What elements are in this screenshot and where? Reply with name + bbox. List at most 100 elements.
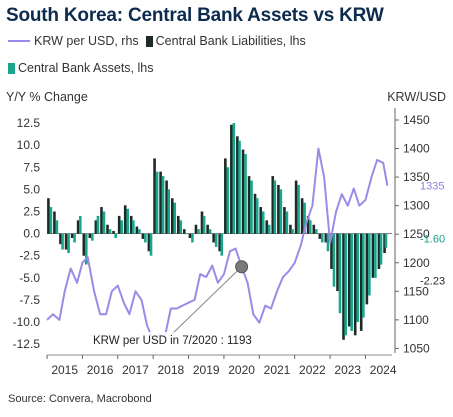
- liabilities-bar-12: [117, 215, 121, 234]
- liabilities-bar-23: [182, 229, 186, 234]
- assets-bar-36: [261, 211, 265, 234]
- liabilities-bar-8: [94, 220, 98, 234]
- left-tick-label-4: 2.5: [23, 204, 40, 218]
- assets-bar-52: [356, 233, 359, 323]
- left-tick-label-1: 10.0: [17, 138, 41, 152]
- liabilities-bar-48: [330, 233, 333, 269]
- x-tick-label-5: 2020: [228, 363, 255, 377]
- liabilities-bar-47: [324, 233, 328, 243]
- legend-row-2: Central Bank Assets, lhs: [8, 61, 153, 75]
- liabilities-bar-4: [70, 233, 74, 239]
- assets-bar-18: [155, 171, 159, 234]
- liabilities-bar-20: [165, 180, 168, 234]
- liabilities-bar-0: [47, 198, 50, 234]
- left-tick-label-5: 0.0: [23, 227, 40, 241]
- liabilities-bar-35: [253, 193, 257, 234]
- assets-bar-20: [167, 189, 171, 234]
- left-tick-label-0: 12.5: [17, 116, 41, 130]
- liabilities-bar-41: [289, 224, 292, 234]
- liabilities-bar-6: [82, 233, 86, 256]
- left-tick-label-3: 5.0: [23, 182, 40, 196]
- legend-label-krw: KRW per USD, rhs: [34, 34, 139, 48]
- liabilities-bar-2: [59, 233, 62, 245]
- assets-bar-28: [214, 233, 218, 247]
- legend-swatch-assets: [8, 62, 15, 74]
- assets-bar-26: [202, 215, 206, 234]
- assets-bar-56: [379, 233, 383, 265]
- chart-title: South Korea: Central Bank Assets vs KRW: [6, 5, 384, 26]
- assets-bar-40: [285, 211, 289, 234]
- assets-bar-32: [238, 140, 241, 234]
- annotation-marker: [235, 260, 249, 274]
- assets-bar-49: [338, 233, 342, 314]
- legend-swatch-krw: [8, 40, 30, 42]
- x-tick-label-1: 2016: [87, 363, 114, 377]
- legend-label-liabilities: Central Bank Liabilities, lhs: [155, 34, 306, 48]
- liabilities-bar-52: [353, 233, 357, 336]
- liabilities-bar-9: [100, 207, 103, 234]
- left-tick-label-9: -10.0: [13, 315, 41, 329]
- liabilities-bar-53: [359, 233, 363, 331]
- liabilities-bar-45: [312, 224, 316, 234]
- liabilities-bar-36: [259, 207, 263, 234]
- liabilities-bar-32: [236, 136, 239, 234]
- left-axis-title: Y/Y % Change: [6, 90, 88, 104]
- left-tick-label-2: 7.5: [23, 160, 40, 174]
- assets-bar-25: [197, 229, 200, 234]
- right-tick-label-7: 1100: [403, 313, 429, 327]
- liabilities-bar-22: [176, 215, 180, 234]
- liabilities-bar-49: [336, 233, 339, 292]
- assets-bar-12: [120, 220, 123, 234]
- x-tick-label-8: 2023: [334, 363, 361, 377]
- right-tick-label-6: 1150: [403, 284, 429, 298]
- assets-bar-53: [362, 233, 365, 318]
- x-tick-label-2: 2017: [122, 363, 149, 377]
- liabilities-bar-30: [224, 158, 227, 234]
- liabilities-bar-18: [153, 158, 156, 234]
- x-tick-label-9: 2024: [370, 363, 397, 377]
- x-tick-label-3: 2018: [157, 363, 184, 377]
- legend-row-1: KRW per USD, rhs Central Bank Liabilitie…: [8, 34, 306, 48]
- x-tick-label-0: 2015: [51, 363, 78, 377]
- value-label-1: -1.60: [420, 233, 445, 245]
- krw-usd-line: [46, 147, 389, 341]
- liabilities-bar-25: [194, 224, 198, 234]
- assets-bar-1: [55, 220, 59, 234]
- legend-swatch-liabilities: [145, 35, 153, 47]
- assets-bar-51: [350, 233, 353, 331]
- liabilities-bar-40: [283, 207, 286, 234]
- liabilities-bar-56: [377, 233, 381, 269]
- liabilities-bar-16: [141, 233, 145, 239]
- value-label-2: -2.23: [420, 275, 445, 287]
- liabilities-bar-54: [365, 233, 369, 305]
- liabilities-bar-46: [318, 233, 322, 239]
- value-label-0: 1335: [420, 181, 444, 193]
- assets-bar-16: [144, 233, 147, 243]
- assets-bar-47: [326, 233, 330, 252]
- assets-bar-41: [291, 229, 294, 234]
- right-tick-label-3: 1300: [403, 199, 430, 213]
- liabilities-bar-39: [277, 184, 280, 234]
- assets-bar-33: [244, 153, 247, 234]
- right-tick-label-8: 1050: [403, 341, 430, 355]
- source-note: Source: Convera, Macrobond: [8, 393, 152, 405]
- annotation-bg: [90, 332, 257, 348]
- assets-bar-30: [226, 167, 230, 234]
- assets-bar-54: [368, 233, 371, 296]
- assets-bar-3: [67, 233, 70, 254]
- assets-bar-27: [208, 229, 212, 234]
- liabilities-bar-11: [112, 230, 115, 234]
- left-tick-label-6: -2.5: [19, 249, 40, 263]
- assets-bar-48: [332, 233, 336, 287]
- liabilities-bar-19: [159, 171, 162, 234]
- assets-bar-7: [90, 233, 94, 241]
- left-tick-label-7: -5.0: [19, 271, 40, 285]
- liabilities-bar-7: [88, 233, 92, 239]
- assets-bar-29: [220, 233, 224, 256]
- assets-bar-14: [132, 220, 135, 234]
- liabilities-bar-3: [64, 233, 68, 250]
- assets-bar-46: [320, 233, 324, 243]
- right-tick-label-5: 1200: [403, 256, 430, 270]
- liabilities-bar-10: [106, 224, 109, 234]
- liabilities-bar-28: [212, 233, 215, 243]
